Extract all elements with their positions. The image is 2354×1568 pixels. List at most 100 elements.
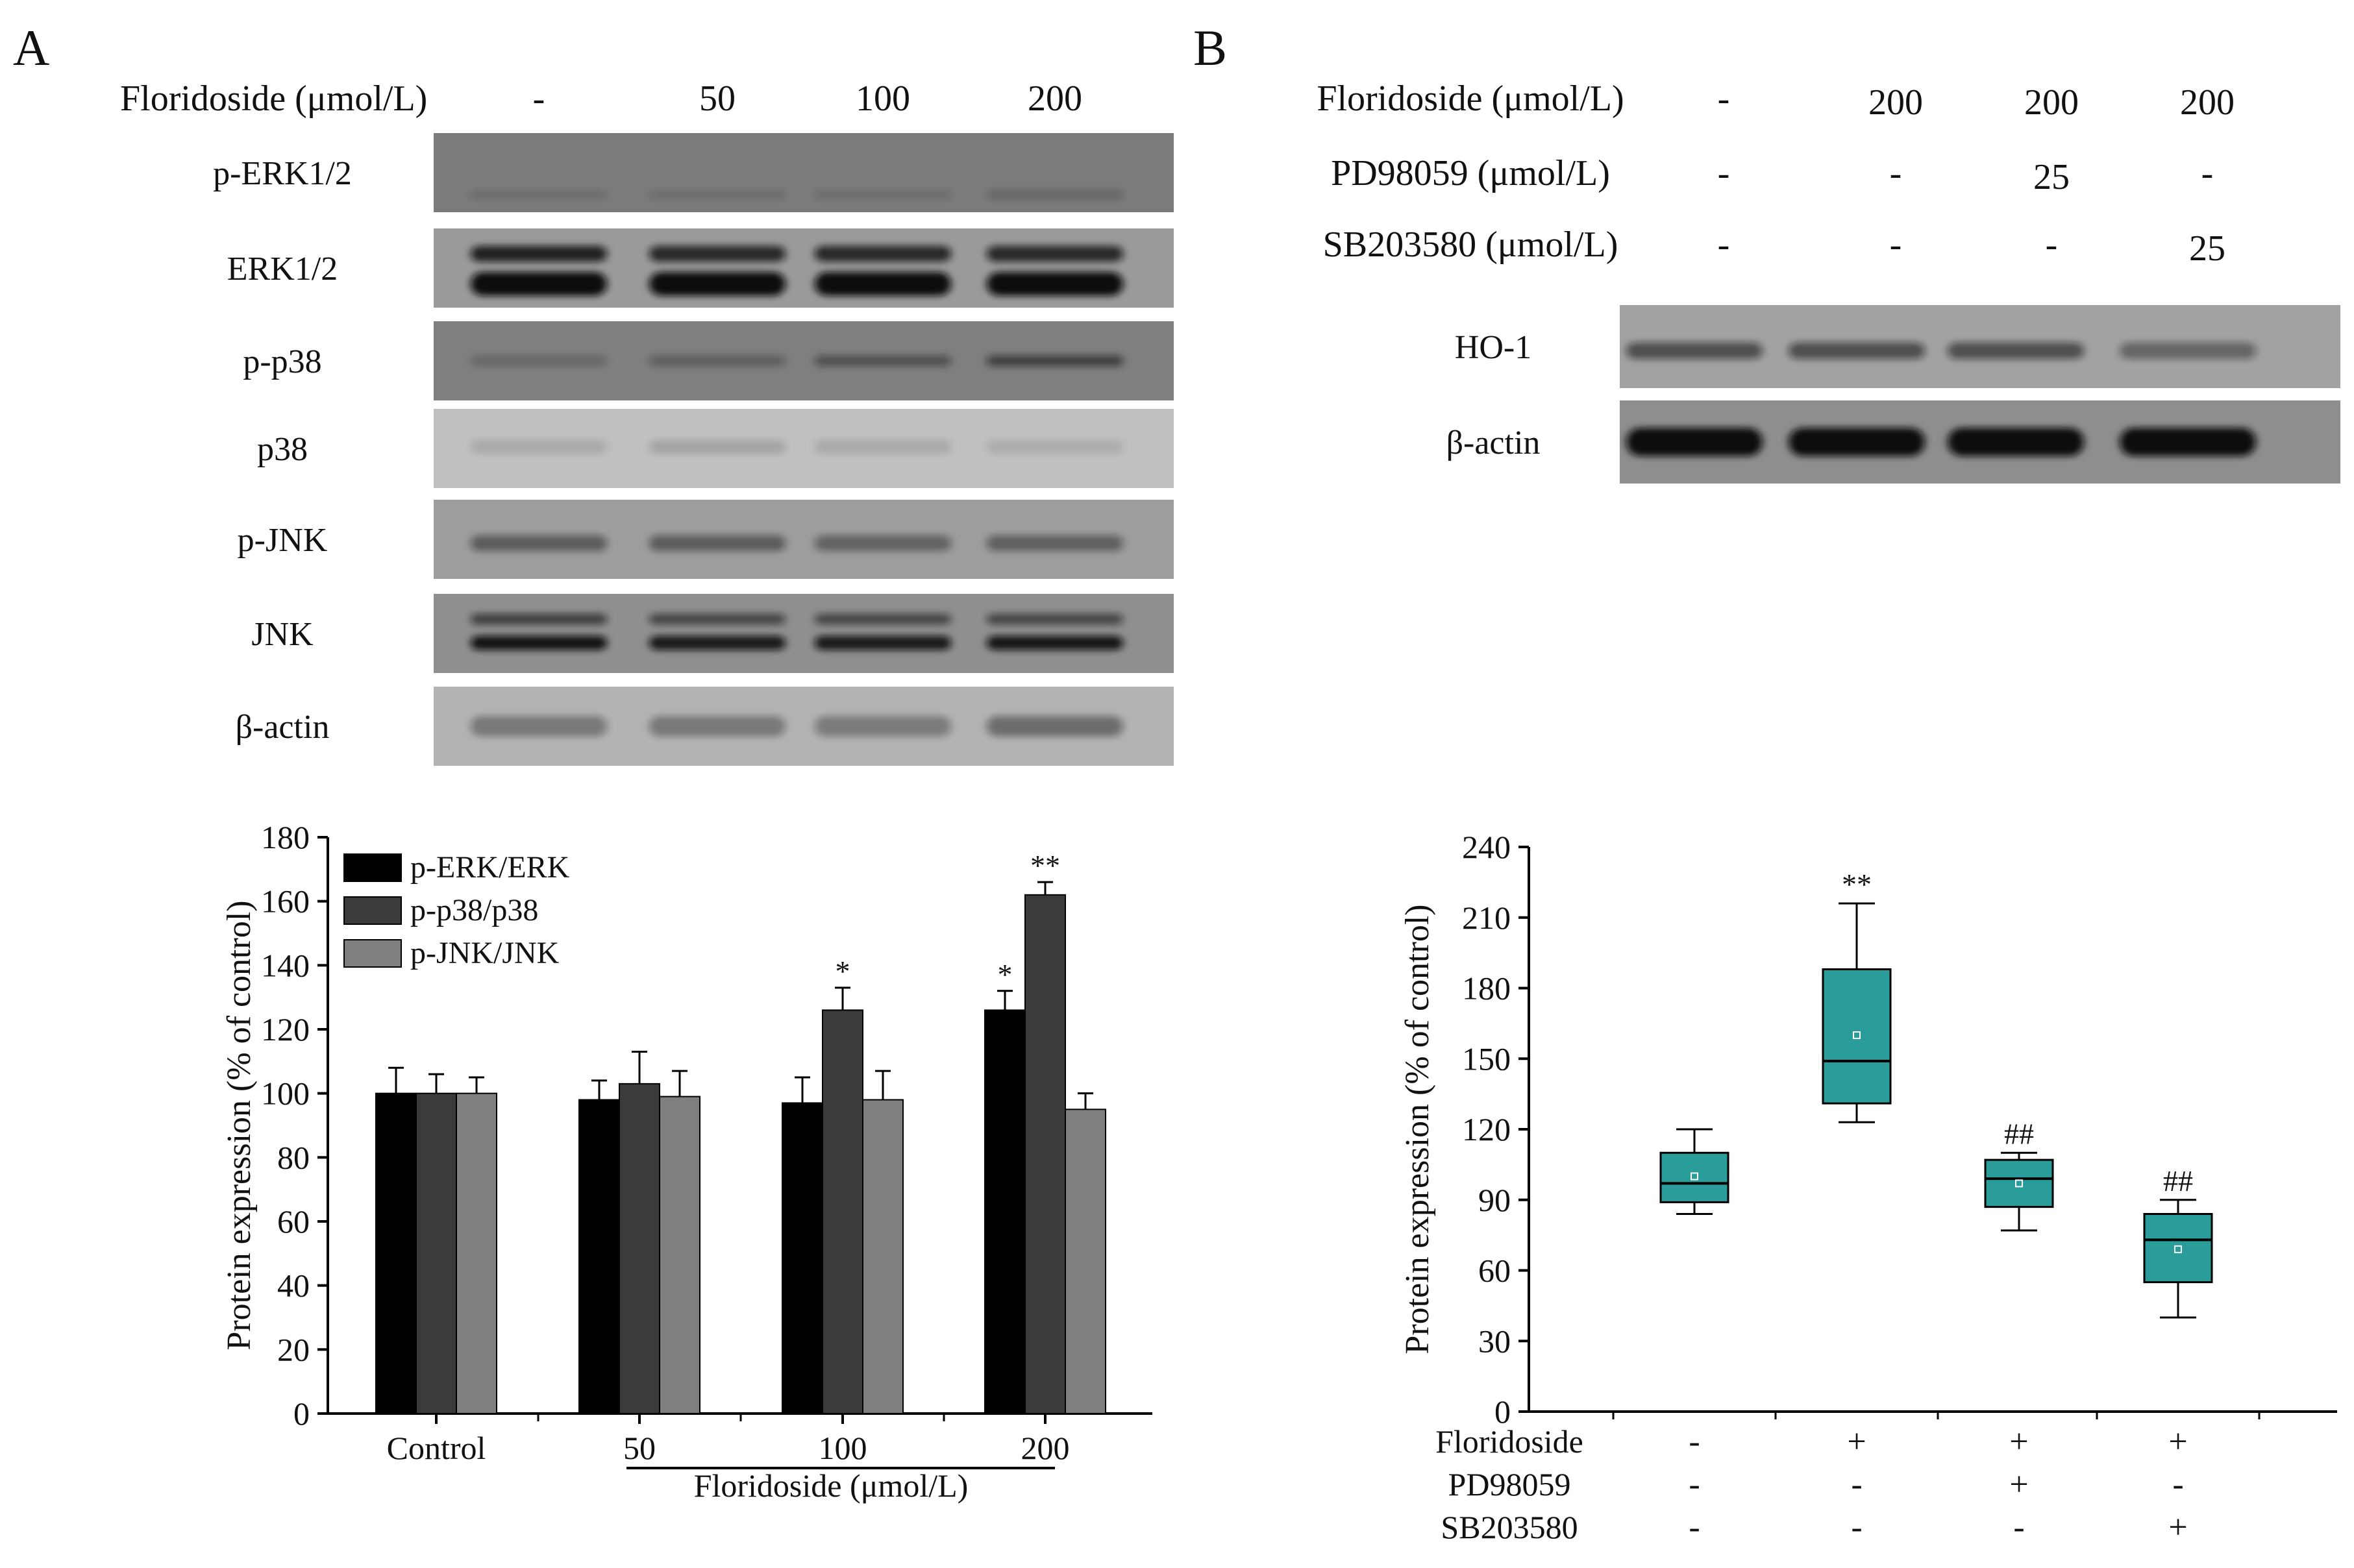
blot-band bbox=[471, 439, 607, 454]
blot-band bbox=[815, 272, 951, 296]
blot-row: p-ERK1/2 bbox=[213, 133, 1174, 212]
y-tick-label: 0 bbox=[1494, 1393, 1511, 1430]
blot-b-condition-value: 25 bbox=[2033, 157, 2070, 197]
y-tick-label: 120 bbox=[261, 1011, 310, 1047]
mean-marker bbox=[1853, 1031, 1861, 1039]
blot-band bbox=[1789, 428, 1925, 456]
treatment-value: + bbox=[2009, 1423, 2028, 1460]
x-tick-label: Control bbox=[387, 1430, 486, 1466]
blot-a-lane-label: 200 bbox=[1028, 79, 1082, 119]
legend-label: p-ERK/ERK bbox=[410, 850, 570, 885]
blot-band bbox=[471, 272, 607, 296]
treatment-value: + bbox=[2009, 1466, 2028, 1503]
blot-band bbox=[815, 716, 951, 737]
box bbox=[1659, 1151, 1729, 1203]
treatment-value: + bbox=[2168, 1509, 2187, 1546]
y-tick-label: 180 bbox=[261, 819, 310, 855]
significance-mark: * bbox=[998, 958, 1013, 991]
blot-row-label: p-ERK1/2 bbox=[213, 155, 352, 192]
y-tick-label: 150 bbox=[1462, 1040, 1511, 1077]
legend-swatch bbox=[343, 853, 402, 882]
mean-marker bbox=[2174, 1245, 2182, 1253]
significance-mark: * bbox=[836, 955, 850, 988]
blot-row: β-actin bbox=[1446, 400, 2340, 484]
blot-row-label: β-actin bbox=[1446, 424, 1541, 461]
blot-strip bbox=[434, 594, 1174, 673]
legend-swatch bbox=[343, 939, 402, 968]
blot-b-condition-label: Floridoside (μmol/L) bbox=[1317, 79, 1624, 119]
blot-band bbox=[815, 190, 951, 200]
y-tick-label: 40 bbox=[277, 1268, 310, 1304]
blot-band bbox=[471, 635, 607, 650]
treatment-value: + bbox=[1847, 1423, 1866, 1460]
bar bbox=[375, 1092, 417, 1414]
y-tick-label: 140 bbox=[261, 947, 310, 983]
blot-row: p38 bbox=[257, 409, 1174, 488]
blot-band bbox=[987, 613, 1123, 625]
blot-row-label: β-actin bbox=[236, 709, 330, 746]
blot-b-condition-value: - bbox=[1718, 153, 1730, 193]
blot-band bbox=[649, 439, 786, 454]
legend-swatch bbox=[343, 896, 402, 925]
blot-band bbox=[987, 716, 1123, 737]
blot-band bbox=[815, 439, 951, 454]
bar bbox=[862, 1099, 904, 1414]
panel-b: B Floridoside (μmol/L) - 200 200 200 PD98059 … bbox=[1193, 19, 2340, 1546]
blot-band bbox=[649, 190, 786, 200]
bar bbox=[578, 1099, 620, 1414]
blot-band bbox=[1948, 342, 2084, 360]
treatment-value: - bbox=[2172, 1466, 2183, 1503]
treatment-value: + bbox=[2168, 1423, 2187, 1460]
box bbox=[2143, 1213, 2213, 1284]
blot-row: JNK bbox=[251, 594, 1174, 673]
blot-band bbox=[1626, 428, 1763, 456]
blot-row: p-JNK bbox=[238, 500, 1174, 579]
blot-b-condition-value: 200 bbox=[2024, 82, 2079, 123]
box bbox=[1822, 968, 1892, 1105]
bar bbox=[456, 1092, 497, 1414]
y-axis-label: Protein expression (% of control) bbox=[221, 900, 258, 1350]
y-tick-label: 120 bbox=[1462, 1111, 1511, 1147]
blot-band bbox=[987, 190, 1123, 200]
y-tick-label: 20 bbox=[277, 1331, 310, 1367]
panel-a-letter: A bbox=[13, 19, 49, 76]
treatment-value: - bbox=[1689, 1423, 1700, 1460]
treatment-value: - bbox=[2013, 1509, 2024, 1546]
blot-band bbox=[2120, 428, 2256, 456]
blot-band bbox=[649, 272, 786, 296]
blot-band bbox=[471, 355, 607, 367]
blot-band bbox=[649, 355, 786, 367]
blot-b-condition-value: - bbox=[2201, 153, 2214, 193]
blot-band bbox=[987, 439, 1123, 454]
blot-band bbox=[2120, 342, 2256, 360]
blot-row-label: p-p38 bbox=[243, 343, 321, 380]
bar-chart: 0 20 40 60 80 100 120 140 160 180 Protein expressi… bbox=[221, 819, 1152, 1504]
y-tick-label: 60 bbox=[1478, 1253, 1511, 1289]
y-tick-label: 180 bbox=[1462, 970, 1511, 1007]
blot-b-condition-label: PD98059 (μmol/L) bbox=[1331, 153, 1610, 193]
treatment-row-label: Floridoside bbox=[1435, 1423, 1583, 1460]
treatment-row-label: PD98059 bbox=[1448, 1466, 1571, 1502]
blot-row: p-p38 bbox=[243, 321, 1174, 400]
blot-a-lane-labels: - 50 100 200 bbox=[533, 79, 1082, 119]
blot-band bbox=[471, 190, 607, 200]
y-tick-label: 240 bbox=[1462, 829, 1511, 865]
blot-b-condition-label: SB203580 (μmol/L) bbox=[1323, 225, 1618, 265]
blot-b-condition-value: - bbox=[1890, 153, 1902, 193]
blot-band bbox=[471, 535, 607, 552]
blot-a-lane-label: 100 bbox=[856, 79, 910, 119]
y-tick-label: 160 bbox=[261, 883, 310, 920]
blot-band bbox=[815, 245, 951, 262]
treatment-row-label: SB203580 bbox=[1441, 1509, 1578, 1545]
y-tick-label: 60 bbox=[277, 1203, 310, 1240]
blot-band bbox=[649, 613, 786, 625]
mean-marker bbox=[1691, 1172, 1698, 1181]
blot-band bbox=[815, 613, 951, 625]
blot-row-label: ERK1/2 bbox=[227, 251, 338, 288]
blot-band bbox=[649, 535, 786, 552]
blot-a-lane-label: - bbox=[533, 79, 545, 119]
legend-label: p-JNK/JNK bbox=[410, 936, 560, 970]
significance-mark: ## bbox=[2163, 1164, 2193, 1197]
blot-band bbox=[815, 355, 951, 367]
